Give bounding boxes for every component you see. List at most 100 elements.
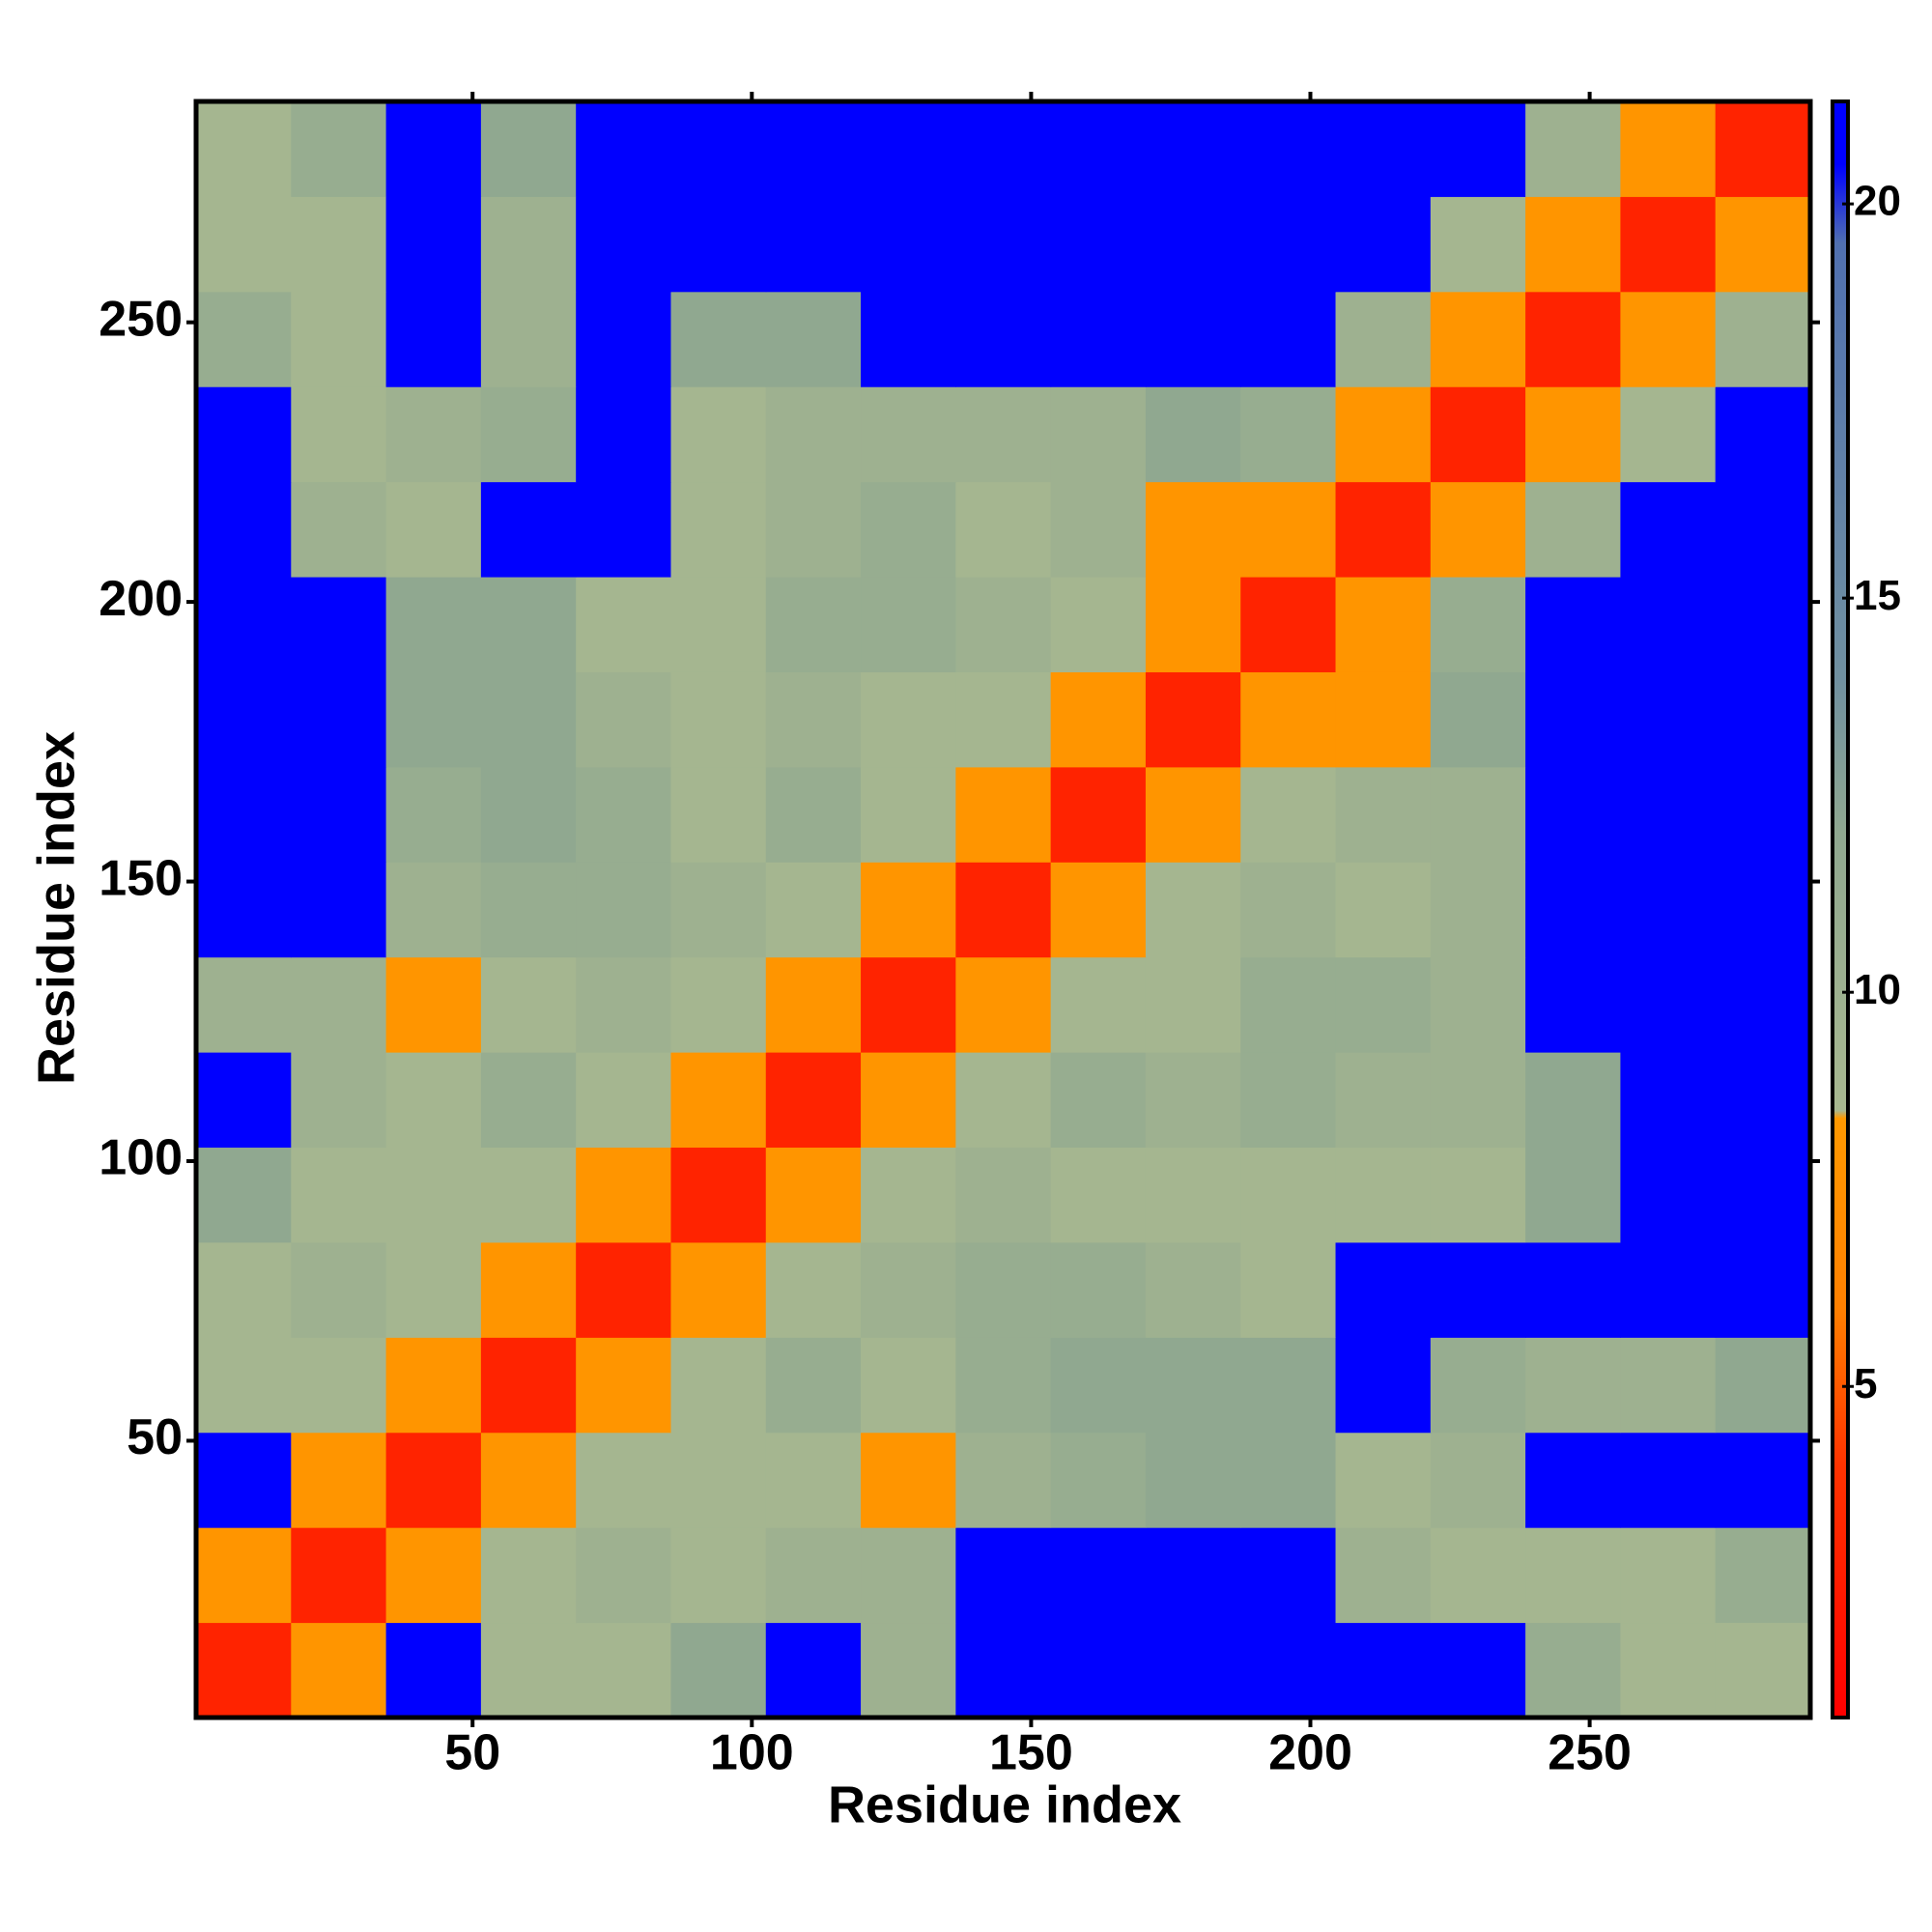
heatmap-cell xyxy=(196,577,292,672)
x-tick-label: 250 xyxy=(1548,1725,1632,1781)
heatmap-cell xyxy=(385,956,482,1053)
heatmap-cell xyxy=(196,862,292,958)
heatmap-cell xyxy=(291,481,387,578)
heatmap-cell xyxy=(196,766,292,863)
heatmap-cell xyxy=(955,1432,1052,1528)
heatmap-cell xyxy=(1335,1147,1432,1243)
heatmap-cell xyxy=(765,1622,862,1719)
heatmap-cell xyxy=(1715,956,1811,1053)
heatmap-cell xyxy=(1335,481,1432,578)
heatmap-cell xyxy=(291,671,387,768)
heatmap-cell xyxy=(955,1147,1052,1243)
heatmap-cell xyxy=(1620,1337,1717,1434)
heatmap-cell xyxy=(1240,196,1337,293)
heatmap-cell xyxy=(765,1527,862,1624)
heatmap-cell xyxy=(955,386,1052,483)
heatmap-cell xyxy=(576,1432,671,1528)
heatmap-cell xyxy=(955,481,1052,578)
heatmap-cell xyxy=(1715,1432,1811,1528)
heatmap-cell xyxy=(480,1527,577,1624)
heatmap-cell xyxy=(1525,671,1621,768)
heatmap-cell xyxy=(385,1052,482,1149)
heatmap-cell xyxy=(1240,291,1337,387)
heatmap-cell xyxy=(385,1337,482,1434)
heatmap-cell xyxy=(1430,671,1526,768)
heatmap-cell xyxy=(1335,1241,1432,1338)
colorbar-tick-label: 15 xyxy=(1854,572,1901,619)
y-tick-label: 250 xyxy=(99,291,183,347)
heatmap-cell xyxy=(670,1527,767,1624)
heatmap-cell xyxy=(196,956,292,1053)
heatmap-cell xyxy=(861,1337,956,1434)
heatmap-cell xyxy=(1050,956,1147,1053)
heatmap-cell xyxy=(196,1241,292,1338)
heatmap-cell xyxy=(765,291,862,387)
y-tick-label: 150 xyxy=(99,850,183,906)
heatmap-cell xyxy=(480,1147,577,1243)
heatmap-cell xyxy=(385,862,482,958)
heatmap-cell xyxy=(1145,481,1241,578)
heatmap-cell xyxy=(1335,766,1432,863)
heatmap-cell xyxy=(765,577,862,672)
heatmap-cell xyxy=(1240,1052,1337,1149)
heatmap-cell xyxy=(1145,1147,1241,1243)
colorbar-tick-label: 20 xyxy=(1854,178,1901,225)
heatmap-cell xyxy=(1430,1052,1526,1149)
heatmap-cell xyxy=(861,577,956,672)
heatmap-cell xyxy=(1145,291,1241,387)
plot-frame xyxy=(193,99,1813,1720)
heatmap-cell xyxy=(576,1527,671,1624)
heatmap-cell xyxy=(670,956,767,1053)
heatmap-cell xyxy=(955,196,1052,293)
heatmap-cell xyxy=(385,101,482,197)
heatmap-cell xyxy=(196,1622,292,1719)
heatmap-cell xyxy=(861,481,956,578)
heatmap-cell xyxy=(1335,291,1432,387)
heatmap-cell xyxy=(1145,1527,1241,1624)
heatmap-cell xyxy=(576,1147,671,1243)
heatmap-cell xyxy=(480,196,577,293)
heatmap-cell xyxy=(1430,101,1526,197)
heatmap-cell xyxy=(385,196,482,293)
heatmap-cell xyxy=(1525,1241,1621,1338)
heatmap-cell xyxy=(1240,386,1337,483)
heatmap-cell xyxy=(1525,1147,1621,1243)
heatmap-cell xyxy=(1335,1527,1432,1624)
heatmap-cell xyxy=(1145,577,1241,672)
heatmap-cell xyxy=(1335,386,1432,483)
heatmap-cell xyxy=(955,1337,1052,1434)
y-axis-title: Residue index xyxy=(27,731,85,1085)
heatmap-cell xyxy=(1525,386,1621,483)
heatmap-cell xyxy=(1050,1052,1147,1149)
heatmap-cell xyxy=(670,1147,767,1243)
heatmap-cell xyxy=(861,1052,956,1149)
heatmap-cell xyxy=(196,671,292,768)
heatmap-cell xyxy=(1240,1337,1337,1434)
heatmap-cell xyxy=(1620,766,1717,863)
heatmap-cell xyxy=(576,291,671,387)
heatmap-cell xyxy=(1145,956,1241,1053)
heatmap-cell xyxy=(1430,386,1526,483)
heatmap-cell xyxy=(196,1527,292,1624)
heatmap-cell xyxy=(955,766,1052,863)
heatmap-cell xyxy=(576,481,671,578)
heatmap-cell xyxy=(385,1527,482,1624)
heatmap-cell xyxy=(1145,196,1241,293)
heatmap-cell xyxy=(1050,577,1147,672)
heatmap-cell xyxy=(576,1337,671,1434)
heatmap-cell xyxy=(1335,956,1432,1053)
heatmap-cell xyxy=(765,386,862,483)
heatmap-cell xyxy=(1050,1147,1147,1243)
heatmap-cell xyxy=(1715,196,1811,293)
heatmap-cell xyxy=(1335,1337,1432,1434)
heatmap-cell xyxy=(1525,1432,1621,1528)
heatmap-cell xyxy=(291,1527,387,1624)
heatmap-cell xyxy=(576,766,671,863)
colorbar-tick-label: 5 xyxy=(1854,1360,1877,1407)
heatmap-cell xyxy=(1145,386,1241,483)
heatmap-cell xyxy=(1620,1432,1717,1528)
heatmap-cell xyxy=(955,291,1052,387)
heatmap-cell xyxy=(291,1147,387,1243)
heatmap-cell xyxy=(670,101,767,197)
